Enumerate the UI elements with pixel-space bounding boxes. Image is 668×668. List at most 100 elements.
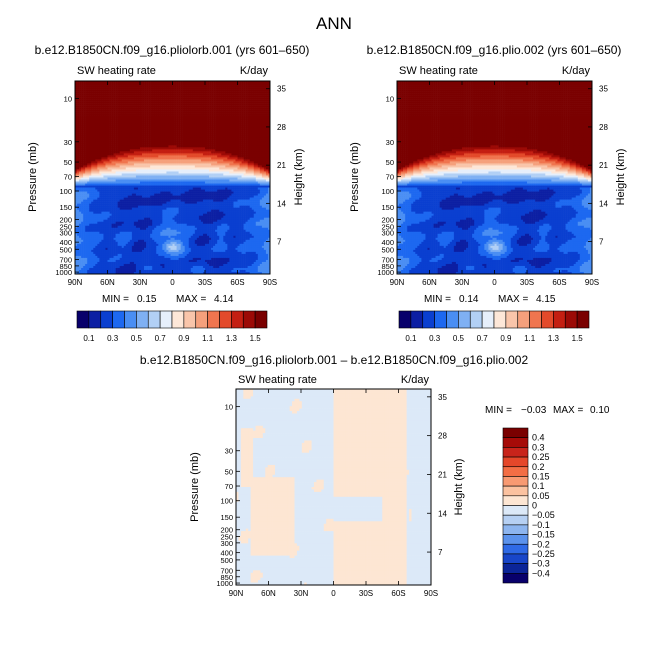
- panel-1-field-cell: [259, 117, 263, 120]
- panel-1-field-cell: [93, 107, 96, 110]
- panel-1-field-cell: [121, 111, 125, 114]
- panel-1-field-cell: [111, 177, 114, 180]
- panel-1-field-cell: [186, 167, 190, 170]
- panel-1-field-cell: [109, 131, 112, 134]
- panel-1-field-cell: [257, 83, 261, 86]
- panel-1-field-cell: [243, 135, 246, 138]
- panel-1-field-cell: [105, 99, 108, 102]
- panel-1-field-cell: [239, 131, 242, 134]
- panel-1-field-cell: [217, 87, 220, 90]
- panel-1-field-cell: [162, 109, 165, 112]
- panel-1-field-cell: [190, 159, 194, 162]
- panel-1-field-cell: [135, 107, 139, 110]
- panel-1-field-cell: [182, 129, 185, 132]
- panel-1-field-cell: [166, 173, 169, 176]
- panel-1-field-cell: [217, 123, 220, 126]
- panel-1-field-cell: [217, 183, 220, 186]
- panel-1-field-cell: [137, 165, 141, 168]
- panel-1-field-cell: [79, 89, 82, 92]
- panel-1-field-cell: [137, 145, 141, 148]
- panel-1-field-cell: [142, 127, 145, 130]
- panel-1-field-cell: [213, 107, 216, 110]
- panel-1-field-cell: [113, 171, 116, 174]
- panel-1-field-cell: [140, 131, 143, 134]
- panel-1-field-cell: [107, 113, 110, 116]
- panel-1-field-cell: [85, 137, 88, 140]
- panel-1-field-cell: [152, 183, 155, 186]
- panel-1-field-cell: [188, 159, 192, 162]
- panel-1-field-cell: [162, 111, 165, 114]
- panel-1-field-cell: [168, 155, 171, 158]
- panel-1-field-cell: [91, 115, 94, 118]
- panel-1-field-cell: [180, 101, 183, 104]
- panel-1-field-cell: [131, 151, 135, 154]
- panel-1-field-cell: [237, 95, 240, 98]
- panel-1-field-cell: [225, 89, 228, 92]
- panel-1-field-cell: [156, 123, 159, 126]
- panel-1-field-cell: [188, 143, 192, 146]
- panel-1-field-cell: [117, 169, 120, 172]
- panel-1-field-cell: [180, 159, 183, 162]
- panel-1-field-cell: [115, 85, 118, 88]
- panel-1-field-cell: [196, 127, 200, 130]
- panel-1-field-cell: [109, 107, 112, 110]
- panel-1-field-cell: [231, 81, 234, 84]
- panel-1-field-cell: [154, 135, 157, 138]
- panel-1-field-cell: [142, 91, 145, 94]
- panel-1-field-cell: [249, 129, 253, 132]
- panel-1-field-cell: [113, 151, 116, 154]
- panel-1-field-cell: [87, 151, 90, 154]
- panel-1-field-cell: [265, 113, 269, 116]
- panel-1-field-cell: [196, 139, 200, 142]
- panel-1-field-cell: [237, 127, 240, 130]
- panel-1-field-cell: [231, 157, 234, 160]
- panel-1-field-cell: [225, 151, 228, 154]
- panel-1-field-cell: [148, 81, 151, 84]
- panel-1-field-cell: [164, 95, 167, 98]
- panel-1-field-cell: [154, 155, 157, 158]
- panel-1-field-cell: [140, 159, 143, 162]
- panel-1-field-cell: [93, 117, 96, 120]
- panel-1-field-cell: [182, 165, 185, 168]
- panel-1-field-cell: [123, 115, 127, 118]
- panel-1-field-cell: [166, 131, 169, 134]
- panel-1-field-cell: [241, 121, 244, 124]
- panel-1-field-cell: [89, 85, 92, 88]
- panel-1-field-cell: [227, 89, 230, 92]
- panel-1-field-cell: [150, 169, 153, 172]
- panel-1-field-cell: [223, 117, 226, 120]
- panel-1-field-cell: [198, 155, 202, 158]
- panel-1-field-cell: [144, 151, 147, 154]
- panel-1-field-cell: [164, 179, 167, 182]
- panel-1-field-cell: [172, 139, 175, 142]
- panel-1-field-cell: [245, 93, 248, 96]
- panel-1-field-cell: [166, 153, 169, 156]
- panel-1-field-cell: [137, 95, 141, 98]
- panel-1-field-cell: [129, 113, 133, 116]
- panel-1-field-cell: [156, 127, 159, 130]
- panel-1-field-cell: [140, 103, 143, 106]
- panel-1-field-cell: [261, 85, 265, 88]
- panel-1-field-cell: [158, 101, 161, 104]
- panel-1-field-cell: [150, 145, 153, 148]
- panel-1-field-cell: [144, 161, 147, 164]
- panel-1-field-cell: [79, 107, 82, 110]
- panel-1-field-cell: [241, 89, 244, 92]
- panel-1-field-cell: [162, 139, 165, 142]
- panel-1-field-cell: [209, 155, 212, 158]
- panel-1-field-cell: [172, 167, 175, 170]
- panel-1-field-cell: [79, 153, 82, 156]
- panel-1-field-cell: [205, 121, 208, 124]
- panel-1-field-cell: [174, 121, 177, 124]
- panel-1-field-cell: [133, 171, 137, 174]
- panel-1-field-cell: [255, 137, 259, 140]
- panel-1-field-cell: [215, 137, 218, 140]
- panel-1-field-cell: [91, 165, 94, 168]
- panel-1-field-cell: [184, 123, 188, 126]
- panel-1-field-cell: [217, 111, 220, 114]
- panel-1-field-cell: [121, 113, 125, 116]
- panel-1-field-cell: [129, 87, 133, 90]
- panel-1-field-cell: [205, 95, 208, 98]
- panel-1-field-cell: [249, 123, 253, 126]
- panel-1-field-cell: [79, 133, 82, 136]
